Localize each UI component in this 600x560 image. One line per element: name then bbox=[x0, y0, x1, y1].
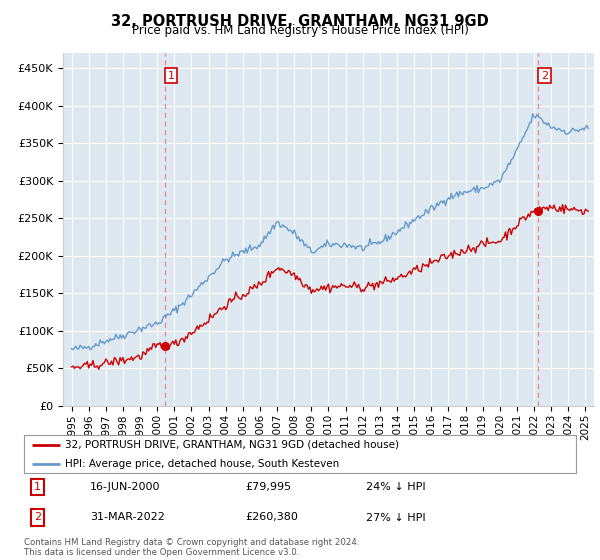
Text: 32, PORTRUSH DRIVE, GRANTHAM, NG31 9GD: 32, PORTRUSH DRIVE, GRANTHAM, NG31 9GD bbox=[111, 14, 489, 29]
Text: 16-JUN-2000: 16-JUN-2000 bbox=[90, 482, 161, 492]
Text: 27% ↓ HPI: 27% ↓ HPI bbox=[366, 512, 426, 522]
Text: Contains HM Land Registry data © Crown copyright and database right 2024.
This d: Contains HM Land Registry data © Crown c… bbox=[24, 538, 359, 557]
Point bbox=[160, 342, 170, 351]
Text: 32, PORTRUSH DRIVE, GRANTHAM, NG31 9GD (detached house): 32, PORTRUSH DRIVE, GRANTHAM, NG31 9GD (… bbox=[65, 440, 400, 450]
Text: Price paid vs. HM Land Registry's House Price Index (HPI): Price paid vs. HM Land Registry's House … bbox=[131, 24, 469, 37]
Text: £79,995: £79,995 bbox=[245, 482, 291, 492]
Text: 1: 1 bbox=[167, 71, 175, 81]
Text: HPI: Average price, detached house, South Kesteven: HPI: Average price, detached house, Sout… bbox=[65, 459, 340, 469]
Text: 31-MAR-2022: 31-MAR-2022 bbox=[90, 512, 165, 522]
Text: 1: 1 bbox=[34, 482, 41, 492]
Text: 2: 2 bbox=[541, 71, 548, 81]
Text: £260,380: £260,380 bbox=[245, 512, 298, 522]
Point bbox=[533, 206, 543, 215]
Text: 24% ↓ HPI: 24% ↓ HPI bbox=[366, 482, 426, 492]
Text: 2: 2 bbox=[34, 512, 41, 522]
